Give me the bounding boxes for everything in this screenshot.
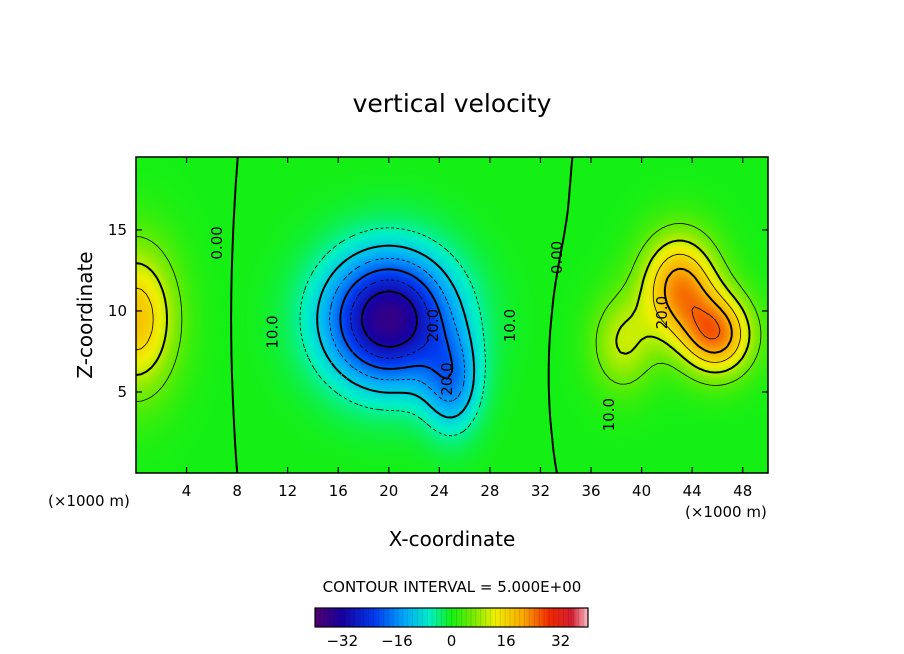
colorbar-stripes (319, 608, 584, 627)
colorbar-tick-label-0: −32 (326, 632, 358, 650)
contour-line-neg25 (350, 279, 431, 359)
contour-interval-text: CONTOUR INTERVAL = 5.000E+00 (323, 578, 582, 596)
plot-frame (135, 156, 769, 474)
x-tick-label-20: 20 (379, 482, 398, 500)
y-tick-label-10: 10 (108, 302, 127, 320)
x-tick-label-12: 12 (278, 482, 297, 500)
y-axis-label: Z-coordinate (73, 251, 97, 378)
colorbar (315, 608, 588, 627)
x-tick-label-40: 40 (632, 482, 651, 500)
contour-label-7: 10.0 (600, 398, 618, 431)
y-tick-label-15: 15 (108, 221, 127, 239)
colorbar-tick-label-2: 0 (447, 632, 457, 650)
contour-label-4: 10.0 (501, 309, 519, 342)
contour-line-neg10 (316, 244, 476, 419)
x-tick-label-36: 36 (581, 482, 600, 500)
x-axis-ticks: 4 8 12 16 20 24 28 32 36 40 44 48 (182, 157, 752, 500)
contour-line-neg20 (339, 268, 454, 380)
x-tick-label-48: 48 (733, 482, 752, 500)
colorbar-tick-labels: −32 −16 0 16 32 (326, 632, 570, 650)
contour-lines (136, 157, 762, 473)
x-tick-label-28: 28 (480, 482, 499, 500)
colorbar-tick-label-3: 16 (497, 632, 516, 650)
x-tick-label-24: 24 (430, 482, 449, 500)
x-tick-label-4: 4 (182, 482, 192, 500)
x-tick-label-32: 32 (531, 482, 550, 500)
colorbar-tick-label-1: −16 (381, 632, 413, 650)
contour-line-pos20 (663, 267, 733, 354)
contour-line-pos25 (691, 306, 721, 340)
contour-line-pos5 (136, 223, 762, 402)
contour-line-neg15 (329, 258, 466, 402)
contour-line-neg30 (360, 290, 418, 348)
colorbar-tick-label-4: 32 (551, 632, 570, 650)
contour-line-pos15 (136, 253, 741, 363)
y-axis-ticks: 5 10 15 (108, 221, 768, 401)
chart-title: vertical velocity (353, 89, 552, 118)
x-tick-label-8: 8 (232, 482, 242, 500)
x-tick-label-16: 16 (329, 482, 348, 500)
y-tick-label-5: 5 (117, 383, 127, 401)
colorbar-frame (314, 607, 589, 628)
contour-line-neg5 (299, 227, 486, 437)
contour-line-pos10 (136, 239, 751, 376)
contour-label-2: 20.0 (424, 309, 442, 342)
x-unit-label-left: (×1000 m) (48, 492, 130, 510)
x-unit-label-right: (×1000 m) (685, 503, 767, 521)
contour-label-5: 0.00 (548, 241, 566, 274)
x-tick-label-44: 44 (683, 482, 702, 500)
contour-label-1: 10.0 (264, 315, 282, 348)
contour-label-3: 20.0 (438, 362, 456, 395)
contour-label-6: 20.0 (653, 296, 671, 329)
contour-label-0: 0.00 (208, 226, 226, 259)
contour-label-group: 0.00 10.0 20.0 20.0 10.0 0.00 20.0 10.0 (208, 226, 671, 431)
x-axis-label: X-coordinate (389, 527, 516, 551)
